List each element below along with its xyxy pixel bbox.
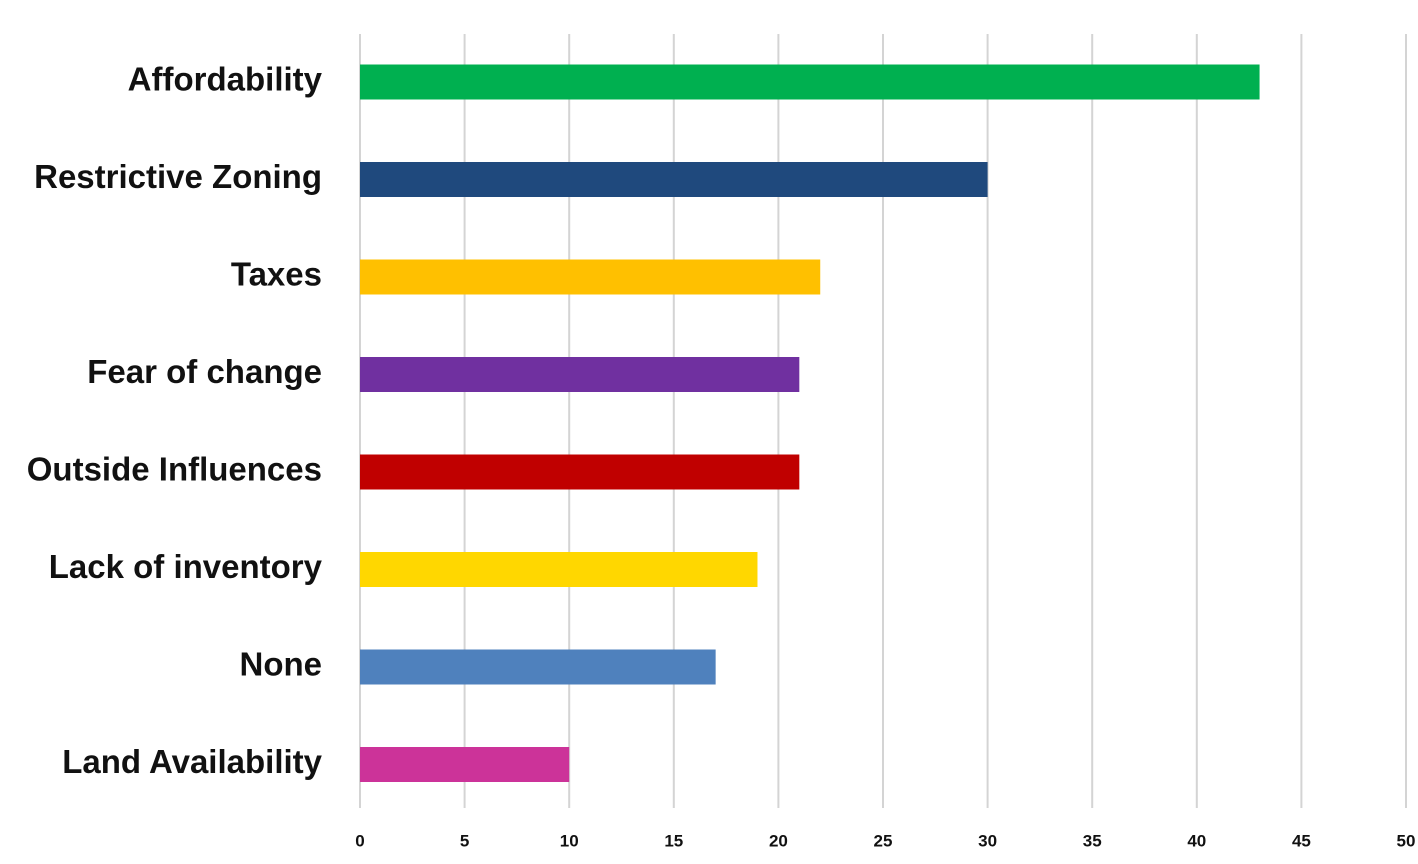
bar: [360, 357, 800, 392]
x-tick-label: 30: [978, 831, 997, 850]
x-tick-label: 20: [769, 831, 788, 850]
category-label: Restrictive Zoning: [34, 158, 322, 195]
bar: [360, 64, 1260, 100]
category-label: Affordability: [128, 61, 323, 98]
bar: [360, 259, 821, 295]
category-label: Taxes: [231, 256, 322, 293]
category-label: None: [240, 646, 323, 683]
x-tick-label: 45: [1292, 831, 1311, 850]
x-tick-label: 5: [460, 831, 469, 850]
bar: [360, 454, 800, 490]
bar: [360, 552, 758, 587]
x-tick-label: 50: [1397, 831, 1416, 850]
x-tick-label: 10: [560, 831, 579, 850]
x-tick-label: 25: [874, 831, 893, 850]
bar: [360, 649, 716, 685]
x-axis-tick-labels: 0 5 10 15 20 25 30 35 40 45 50: [355, 831, 1415, 850]
grid-lines: [359, 34, 1407, 808]
x-tick-label: 40: [1187, 831, 1206, 850]
x-tick-label: 0: [355, 831, 364, 850]
bars: [360, 64, 1260, 782]
category-label: Fear of change: [87, 353, 322, 390]
category-label: Land Availability: [62, 743, 322, 780]
category-label: Lack of inventory: [49, 548, 323, 585]
category-labels: Affordability Restrictive Zoning Taxes Fear…: [27, 61, 323, 781]
category-label: Outside Influences: [27, 451, 322, 488]
x-tick-label: 35: [1083, 831, 1102, 850]
x-tick-label: 15: [664, 831, 683, 850]
bar: [360, 747, 570, 782]
bar: [360, 162, 988, 197]
